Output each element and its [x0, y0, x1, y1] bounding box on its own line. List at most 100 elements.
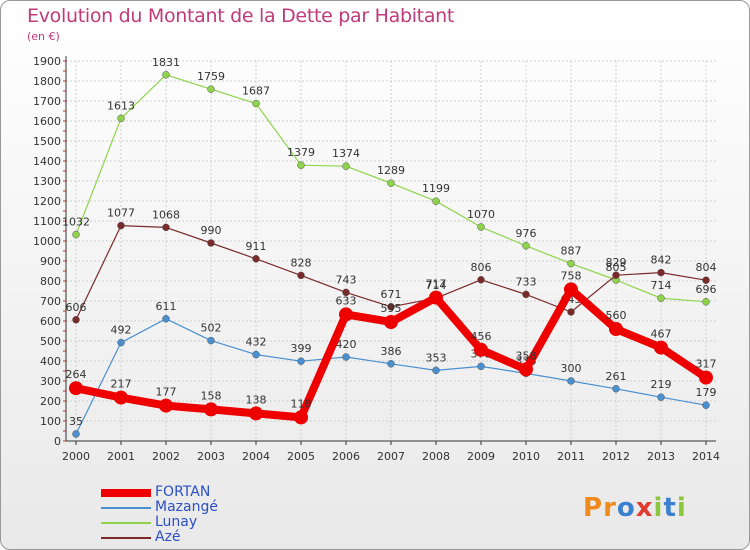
data-label-lunay: 1613	[107, 99, 135, 112]
data-label-lunay: 1374	[332, 147, 360, 160]
y-tick-label: 1500	[33, 135, 61, 148]
data-point-mazange	[297, 357, 305, 365]
legend-label: Mazangé	[155, 499, 218, 515]
data-point-lunay	[342, 162, 350, 170]
y-tick-label: 1000	[33, 235, 61, 248]
data-point-fortan	[654, 340, 668, 355]
data-label-aze: 990	[201, 224, 222, 237]
data-label-mazange: 492	[111, 324, 132, 337]
data-point-mazange	[702, 401, 710, 409]
y-tick-label: 500	[40, 335, 61, 348]
y-tick-label: 300	[40, 375, 61, 388]
chart-subtitle: (en €)	[27, 30, 60, 43]
x-tick-label: 2007	[377, 450, 405, 463]
data-label-lunay: 805	[606, 261, 627, 274]
y-tick-label: 1400	[33, 155, 61, 168]
data-point-lunay	[387, 179, 395, 187]
data-label-lunay: 1687	[242, 85, 270, 98]
legend-swatch	[101, 521, 151, 524]
data-point-fortan	[204, 402, 218, 417]
data-point-mazange	[657, 393, 665, 401]
data-label-fortan: 758	[561, 269, 582, 282]
data-label-lunay: 976	[516, 227, 537, 240]
data-label-fortan: 633	[336, 294, 357, 307]
data-label-fortan: 467	[651, 328, 672, 341]
data-point-aze	[162, 223, 170, 232]
data-label-lunay: 1831	[152, 56, 180, 69]
data-label-fortan: 158	[201, 389, 222, 402]
data-point-lunay	[162, 71, 170, 79]
data-label-fortan: 217	[111, 378, 132, 391]
data-point-fortan	[609, 322, 623, 336]
data-point-aze	[387, 303, 395, 311]
data-label-aze: 733	[516, 275, 537, 288]
logo-letter: x	[635, 493, 654, 523]
data-label-fortan: 595	[381, 302, 402, 315]
data-point-fortan	[159, 398, 173, 413]
data-label-fortan: 264	[66, 368, 87, 381]
data-label-lunay: 1759	[197, 70, 225, 83]
data-point-fortan	[339, 307, 353, 322]
data-point-mazange	[567, 377, 575, 385]
data-point-aze	[477, 276, 485, 284]
data-point-mazange	[117, 338, 125, 347]
x-tick-label: 2004	[242, 450, 270, 463]
data-label-mazange: 432	[246, 336, 267, 349]
data-point-lunay	[72, 230, 80, 239]
y-tick-label: 1100	[33, 215, 61, 228]
data-point-aze	[522, 290, 530, 299]
y-tick-label: 400	[40, 355, 61, 368]
data-point-mazange	[252, 350, 260, 359]
data-point-aze	[702, 276, 710, 284]
data-point-aze	[342, 288, 350, 297]
legend-swatch	[101, 506, 151, 509]
y-tick-label: 1600	[33, 115, 61, 128]
y-tick-label: 1800	[33, 75, 61, 88]
x-tick-label: 2013	[647, 450, 675, 463]
logo-letter: t	[663, 493, 677, 523]
data-point-mazange	[342, 353, 350, 361]
data-label-aze: 804	[696, 261, 717, 274]
data-label-mazange: 35	[69, 415, 83, 428]
data-label-aze: 829	[606, 256, 627, 269]
data-label-lunay: 1199	[422, 182, 450, 195]
data-point-mazange	[387, 360, 395, 368]
data-point-lunay	[117, 114, 125, 123]
data-point-mazange	[477, 362, 485, 371]
data-point-mazange	[612, 385, 620, 393]
data-point-aze	[252, 255, 260, 263]
data-point-lunay	[207, 85, 215, 93]
data-label-mazange: 611	[156, 300, 177, 313]
x-tick-label: 2001	[107, 450, 135, 463]
data-label-lunay: 887	[561, 245, 582, 258]
data-point-fortan	[69, 381, 83, 396]
logo-letter: i	[676, 493, 687, 523]
legend-label: FORTAN	[155, 484, 211, 500]
data-point-mazange	[72, 430, 80, 438]
legend-label: Azé	[155, 529, 181, 545]
x-tick-label: 2005	[287, 450, 315, 463]
data-point-lunay	[657, 294, 665, 302]
data-label-fortan: 138	[246, 393, 267, 406]
data-point-fortan	[114, 390, 128, 405]
data-point-aze	[207, 239, 215, 247]
x-tick-label: 2011	[557, 450, 585, 463]
data-label-aze: 671	[381, 288, 402, 301]
data-point-aze	[567, 308, 575, 316]
data-label-lunay: 696	[696, 283, 717, 296]
data-label-mazange: 353	[426, 351, 447, 364]
y-tick-label: 1200	[33, 195, 61, 208]
data-label-lunay: 714	[651, 279, 672, 292]
data-label-mazange: 399	[291, 342, 312, 355]
data-point-aze	[612, 271, 620, 279]
data-label-aze: 1068	[152, 208, 180, 221]
data-point-lunay	[432, 197, 440, 205]
data-point-fortan	[474, 342, 488, 357]
x-tick-label: 2010	[512, 450, 540, 463]
data-label-mazange: 179	[696, 386, 717, 399]
data-label-aze: 743	[336, 273, 357, 286]
data-point-lunay	[252, 99, 260, 108]
data-point-lunay	[567, 259, 575, 268]
legend-swatch	[101, 536, 151, 539]
data-point-aze	[297, 271, 305, 280]
